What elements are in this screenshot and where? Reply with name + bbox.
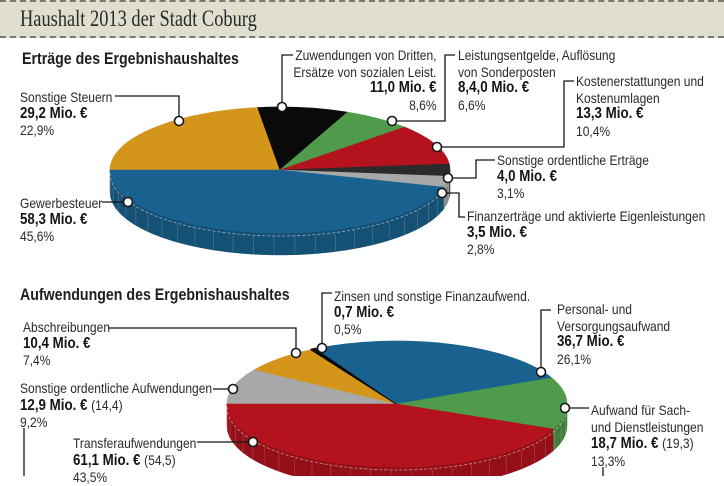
label-value: 18,7 Mio. €: [591, 435, 659, 452]
leader-personal: [540, 309, 551, 368]
leaders-aufwendungen: [23, 292, 604, 476]
label-name: Zinsen und sonstige Finanzaufwend.: [334, 288, 531, 304]
marker-personal: [535, 366, 547, 378]
label-value: 11,0 Mio. €: [370, 79, 437, 96]
label-value: 8,4,0 Mio. €: [458, 79, 530, 96]
marker-sach-dienstleistungen: [559, 402, 571, 414]
pies-layer: [109, 106, 568, 476]
leader-sonstige-ordentliche-ertraege: [452, 159, 495, 179]
label-abschreibungen: Abschreibungen 10,4 Mio. € 7,4%: [23, 319, 110, 369]
slice-zuwendungen: [257, 106, 348, 171]
label-value: 4,0 Mio. €: [497, 167, 558, 185]
marker-kostenerstattungen: [431, 141, 443, 153]
label-personal: Personal- und Versorgungsaufwand 36,7 Mi…: [557, 301, 670, 367]
slice-sonstige-steuern: [109, 107, 281, 171]
label-percent: 8,6%: [409, 96, 437, 113]
page-title: Haushalt 2013 der Stadt Coburg: [20, 6, 257, 31]
label-value: 36,7 Mio. €: [557, 333, 625, 350]
label-percent: 6,6%: [458, 96, 486, 113]
label-sonstige-ordentliche-ertraege: Sonstige ordentliche Erträge 4,0 Mio. € …: [497, 152, 649, 202]
label-percent: 2,8%: [467, 241, 495, 257]
pie-1: [226, 340, 568, 476]
label-value: 29,2 Mio. €: [20, 104, 88, 122]
label-name: Abschreibungen: [23, 319, 111, 335]
label-percent: 3,1%: [497, 185, 525, 201]
label-finanzertraege: Finanzerträge und aktivierte Eigenleistu…: [467, 208, 705, 258]
marker-zinsen: [316, 342, 328, 354]
label-gewerbesteuer: Gewerbesteuer 58,3 Mio. € 45,6%: [20, 195, 102, 245]
leader-zuwendungen: [281, 54, 293, 103]
label-name: Versorgungsaufwand: [557, 317, 671, 334]
label-name: Ersätze von sozialen Leist.: [293, 63, 437, 80]
label-zinsen: Zinsen und sonstige Finanzaufwend. 0,7 M…: [334, 288, 530, 338]
marker-abschreibungen: [290, 347, 302, 359]
label-transferaufwendungen: Transferaufwendungen 61,1 Mio. € (54,5) …: [73, 435, 196, 486]
pie-charts: [23, 54, 604, 476]
label-value: 0,7 Mio. €: [334, 303, 395, 321]
slice-gewerbesteuer: [109, 169, 444, 234]
header-bar: Haushalt 2013 der Stadt Coburg: [0, 0, 724, 38]
label-value: 3,5 Mio. €: [467, 223, 528, 241]
label-name: Kostenerstattungen und: [576, 73, 704, 89]
label-name: Zuwendungen von Dritten,: [295, 47, 437, 63]
label-value: 13,3 Mio. €: [576, 105, 644, 122]
label-percent: 0,5%: [334, 321, 362, 337]
marker-leistungsentgelde: [386, 115, 398, 127]
leader-kostenerstattungen: [441, 80, 574, 148]
label-percent: 9,2%: [20, 414, 48, 430]
leader-finanzertraege: [446, 192, 465, 218]
label-kostenerstattungen: Kostenerstattungen und Kostenumlagen 13,…: [576, 73, 704, 139]
leader-zinsen: [321, 292, 332, 344]
leaders-ertraege: [102, 54, 574, 218]
slice-transferaufwendungen: [226, 403, 554, 468]
marker-sonstige-ordentliche-aufwendungen: [227, 383, 239, 395]
label-percent: 13,3%: [591, 452, 626, 469]
label-value: 58,3 Mio. €: [20, 210, 88, 228]
label-name: von Sonderposten: [458, 63, 556, 80]
label-sach-dienstleistungen: Aufwand für Sach- und Dienstleistungen 1…: [591, 402, 703, 469]
leader-sonstige-steuern: [115, 95, 180, 117]
chart-title-ertraege: Erträge des Ergebnishaushaltes: [22, 50, 239, 68]
label-leistungsentgelde: Leistungsentgelde, Auflösung von Sonderp…: [458, 47, 615, 113]
label-percent: 7,4%: [23, 352, 51, 368]
label-name: Finanzerträge und aktivierte Eigenleistu…: [467, 208, 706, 224]
leader-abschreibungen: [108, 327, 297, 349]
leader-leistungsentgelde: [396, 54, 455, 122]
rim-highlight: [226, 406, 568, 471]
label-percent: 22,9%: [20, 122, 55, 138]
label-name: Sonstige Steuern: [20, 89, 113, 105]
marker-gewerbesteuer: [122, 196, 134, 208]
pie-0: [109, 106, 451, 256]
label-name: Sonstige ordentliche Aufwendungen: [20, 380, 213, 396]
label-name: Aufwand für Sach-: [591, 402, 691, 418]
label-percent: 10,4%: [576, 122, 611, 139]
label-prior-value: (19,3): [662, 435, 694, 451]
label-value: 10,4 Mio. €: [23, 334, 91, 352]
label-zuwendungen: Zuwendungen von Dritten, Ersätze von soz…: [294, 47, 437, 113]
marker-sonstige-steuern: [173, 115, 185, 127]
label-name: Leistungsentgelde, Auflösung: [458, 47, 616, 63]
label-name: Gewerbesteuer: [20, 195, 103, 211]
label-value: 61,1 Mio. €: [73, 451, 141, 469]
label-sonstige-steuern: Sonstige Steuern 29,2 Mio. € 22,9%: [20, 89, 112, 139]
label-name: Kostenumlagen: [576, 89, 660, 106]
label-sonstige-ordentliche-aufwendungen: Sonstige ordentliche Aufwendungen 12,9 M…: [20, 380, 212, 431]
label-name: Transferaufwendungen: [73, 435, 197, 451]
label-name: Personal- und: [557, 301, 632, 317]
label-value: 12,9 Mio. €: [20, 396, 88, 414]
label-percent: 26,1%: [557, 350, 592, 367]
marker-zuwendungen: [276, 101, 288, 113]
marker-transferaufwendungen: [247, 436, 259, 448]
marker-finanzertraege: [436, 187, 448, 199]
label-prior-value: (54,5): [144, 451, 176, 468]
label-percent: 43,5%: [73, 469, 108, 485]
marker-sonstige-ordentliche-ertraege: [442, 172, 454, 184]
label-percent: 45,6%: [20, 228, 55, 244]
label-prior-value: (14,4): [91, 396, 123, 413]
label-name: und Dienstleistungen: [591, 418, 704, 435]
label-name: Sonstige ordentliche Erträge: [497, 152, 649, 168]
slice-personal: [315, 340, 553, 405]
chart-title-aufwendungen: Aufwendungen des Ergebnishaushaltes: [20, 286, 290, 304]
